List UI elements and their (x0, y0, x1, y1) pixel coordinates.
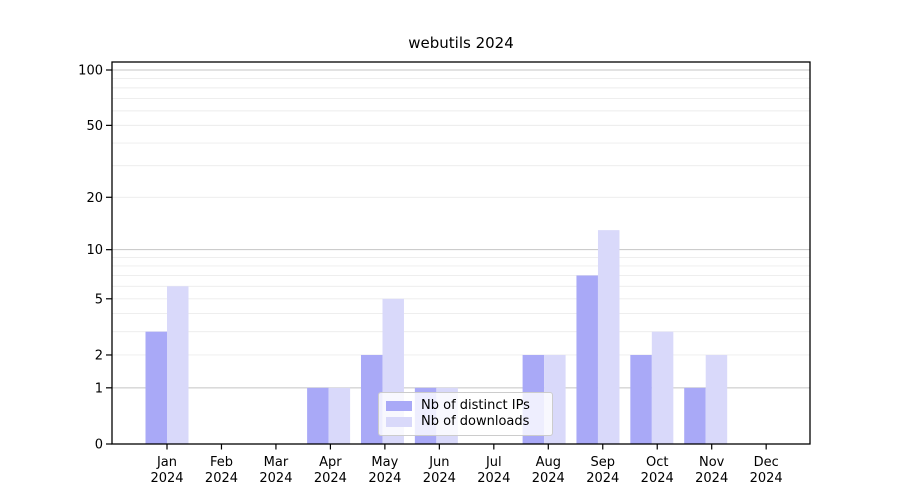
legend: Nb of distinct IPs Nb of downloads (378, 392, 553, 436)
x-tick-label: Jul 2024 (477, 455, 510, 486)
bar-downloads-jan (167, 286, 189, 444)
x-tick-label: Jan 2024 (150, 455, 183, 486)
bar-distinct-ips-may (360, 354, 383, 444)
bar-distinct-ips-oct (630, 354, 652, 444)
y-tick-label: 10 (86, 243, 103, 258)
y-tick-label: 1 (95, 381, 103, 396)
legend-label-downloads: Nb of downloads (421, 414, 530, 429)
x-tick-label: Feb 2024 (205, 455, 238, 486)
legend-item-downloads: Nb of downloads (386, 415, 545, 429)
y-tick-label: 100 (78, 64, 103, 79)
bar-downloads-apr (328, 387, 351, 444)
axes-frame (111, 61, 811, 445)
legend-item-distinct-ips: Nb of distinct IPs (386, 399, 545, 413)
bar-downloads-oct (651, 331, 674, 444)
x-tick-label: Jun 2024 (423, 455, 456, 486)
bar-distinct-ips-sep (576, 275, 598, 444)
x-tick-label: May 2024 (368, 455, 401, 486)
x-tick-label: Sep 2024 (586, 455, 619, 486)
y-tick-label: 50 (86, 119, 103, 134)
y-tick-label: 0 (95, 438, 103, 453)
bar-distinct-ips-apr (307, 387, 329, 444)
y-tick-label: 5 (95, 292, 103, 307)
x-tick-label: Apr 2024 (314, 455, 347, 486)
x-tick-label: Aug 2024 (532, 455, 565, 486)
x-tick-label: Nov 2024 (695, 455, 728, 486)
bar-downloads-nov (705, 354, 728, 444)
x-tick-label: Oct 2024 (641, 455, 674, 486)
legend-swatch-downloads (386, 417, 412, 427)
x-tick-label: Mar 2024 (259, 455, 292, 486)
legend-label-distinct-ips: Nb of distinct IPs (421, 398, 530, 413)
bar-distinct-ips-nov (684, 387, 706, 444)
x-tick-label: Dec 2024 (750, 455, 783, 486)
bar-distinct-ips-jan (145, 331, 167, 444)
legend-swatch-distinct-ips (386, 401, 412, 411)
y-tick-label: 2 (95, 348, 103, 363)
chart-title: webutils 2024 (408, 34, 514, 52)
bar-downloads-sep (597, 230, 620, 444)
y-tick-label: 20 (86, 191, 103, 206)
